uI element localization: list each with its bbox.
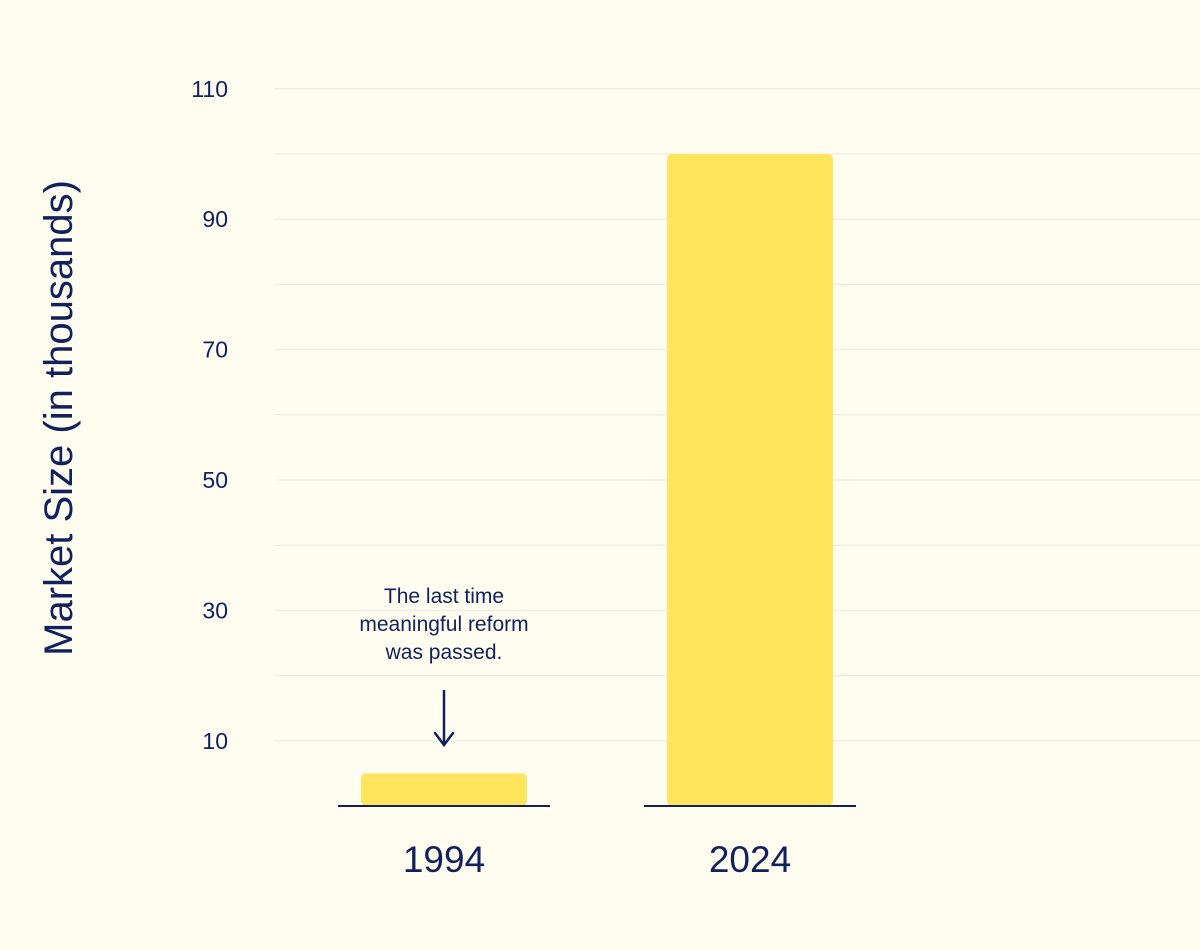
- annotation-arrow-icon: [433, 690, 455, 748]
- bar-2024: [667, 154, 833, 806]
- y-tick-label-10: 10: [202, 728, 228, 754]
- annotation: The last time meaningful reform was passed…: [359, 585, 529, 748]
- y-tick-label-90: 90: [202, 206, 228, 232]
- y-axis-ticks: 10 30 50 70 90 110: [191, 76, 228, 754]
- bars: 1994 2024: [338, 154, 856, 880]
- annotation-line-2: meaningful reform: [359, 613, 528, 636]
- y-tick-label-110: 110: [191, 76, 228, 102]
- y-tick-label-50: 50: [202, 467, 228, 493]
- bar-1994: [361, 773, 527, 806]
- x-tick-label-2024: 2024: [709, 839, 791, 880]
- y-tick-label-70: 70: [202, 337, 228, 363]
- annotation-line-3: was passed.: [385, 641, 503, 664]
- y-axis-title: Market Size (in thousands): [37, 180, 81, 656]
- x-tick-label-1994: 1994: [403, 839, 485, 880]
- y-tick-label-30: 30: [202, 597, 228, 623]
- annotation-line-1: The last time: [384, 585, 504, 608]
